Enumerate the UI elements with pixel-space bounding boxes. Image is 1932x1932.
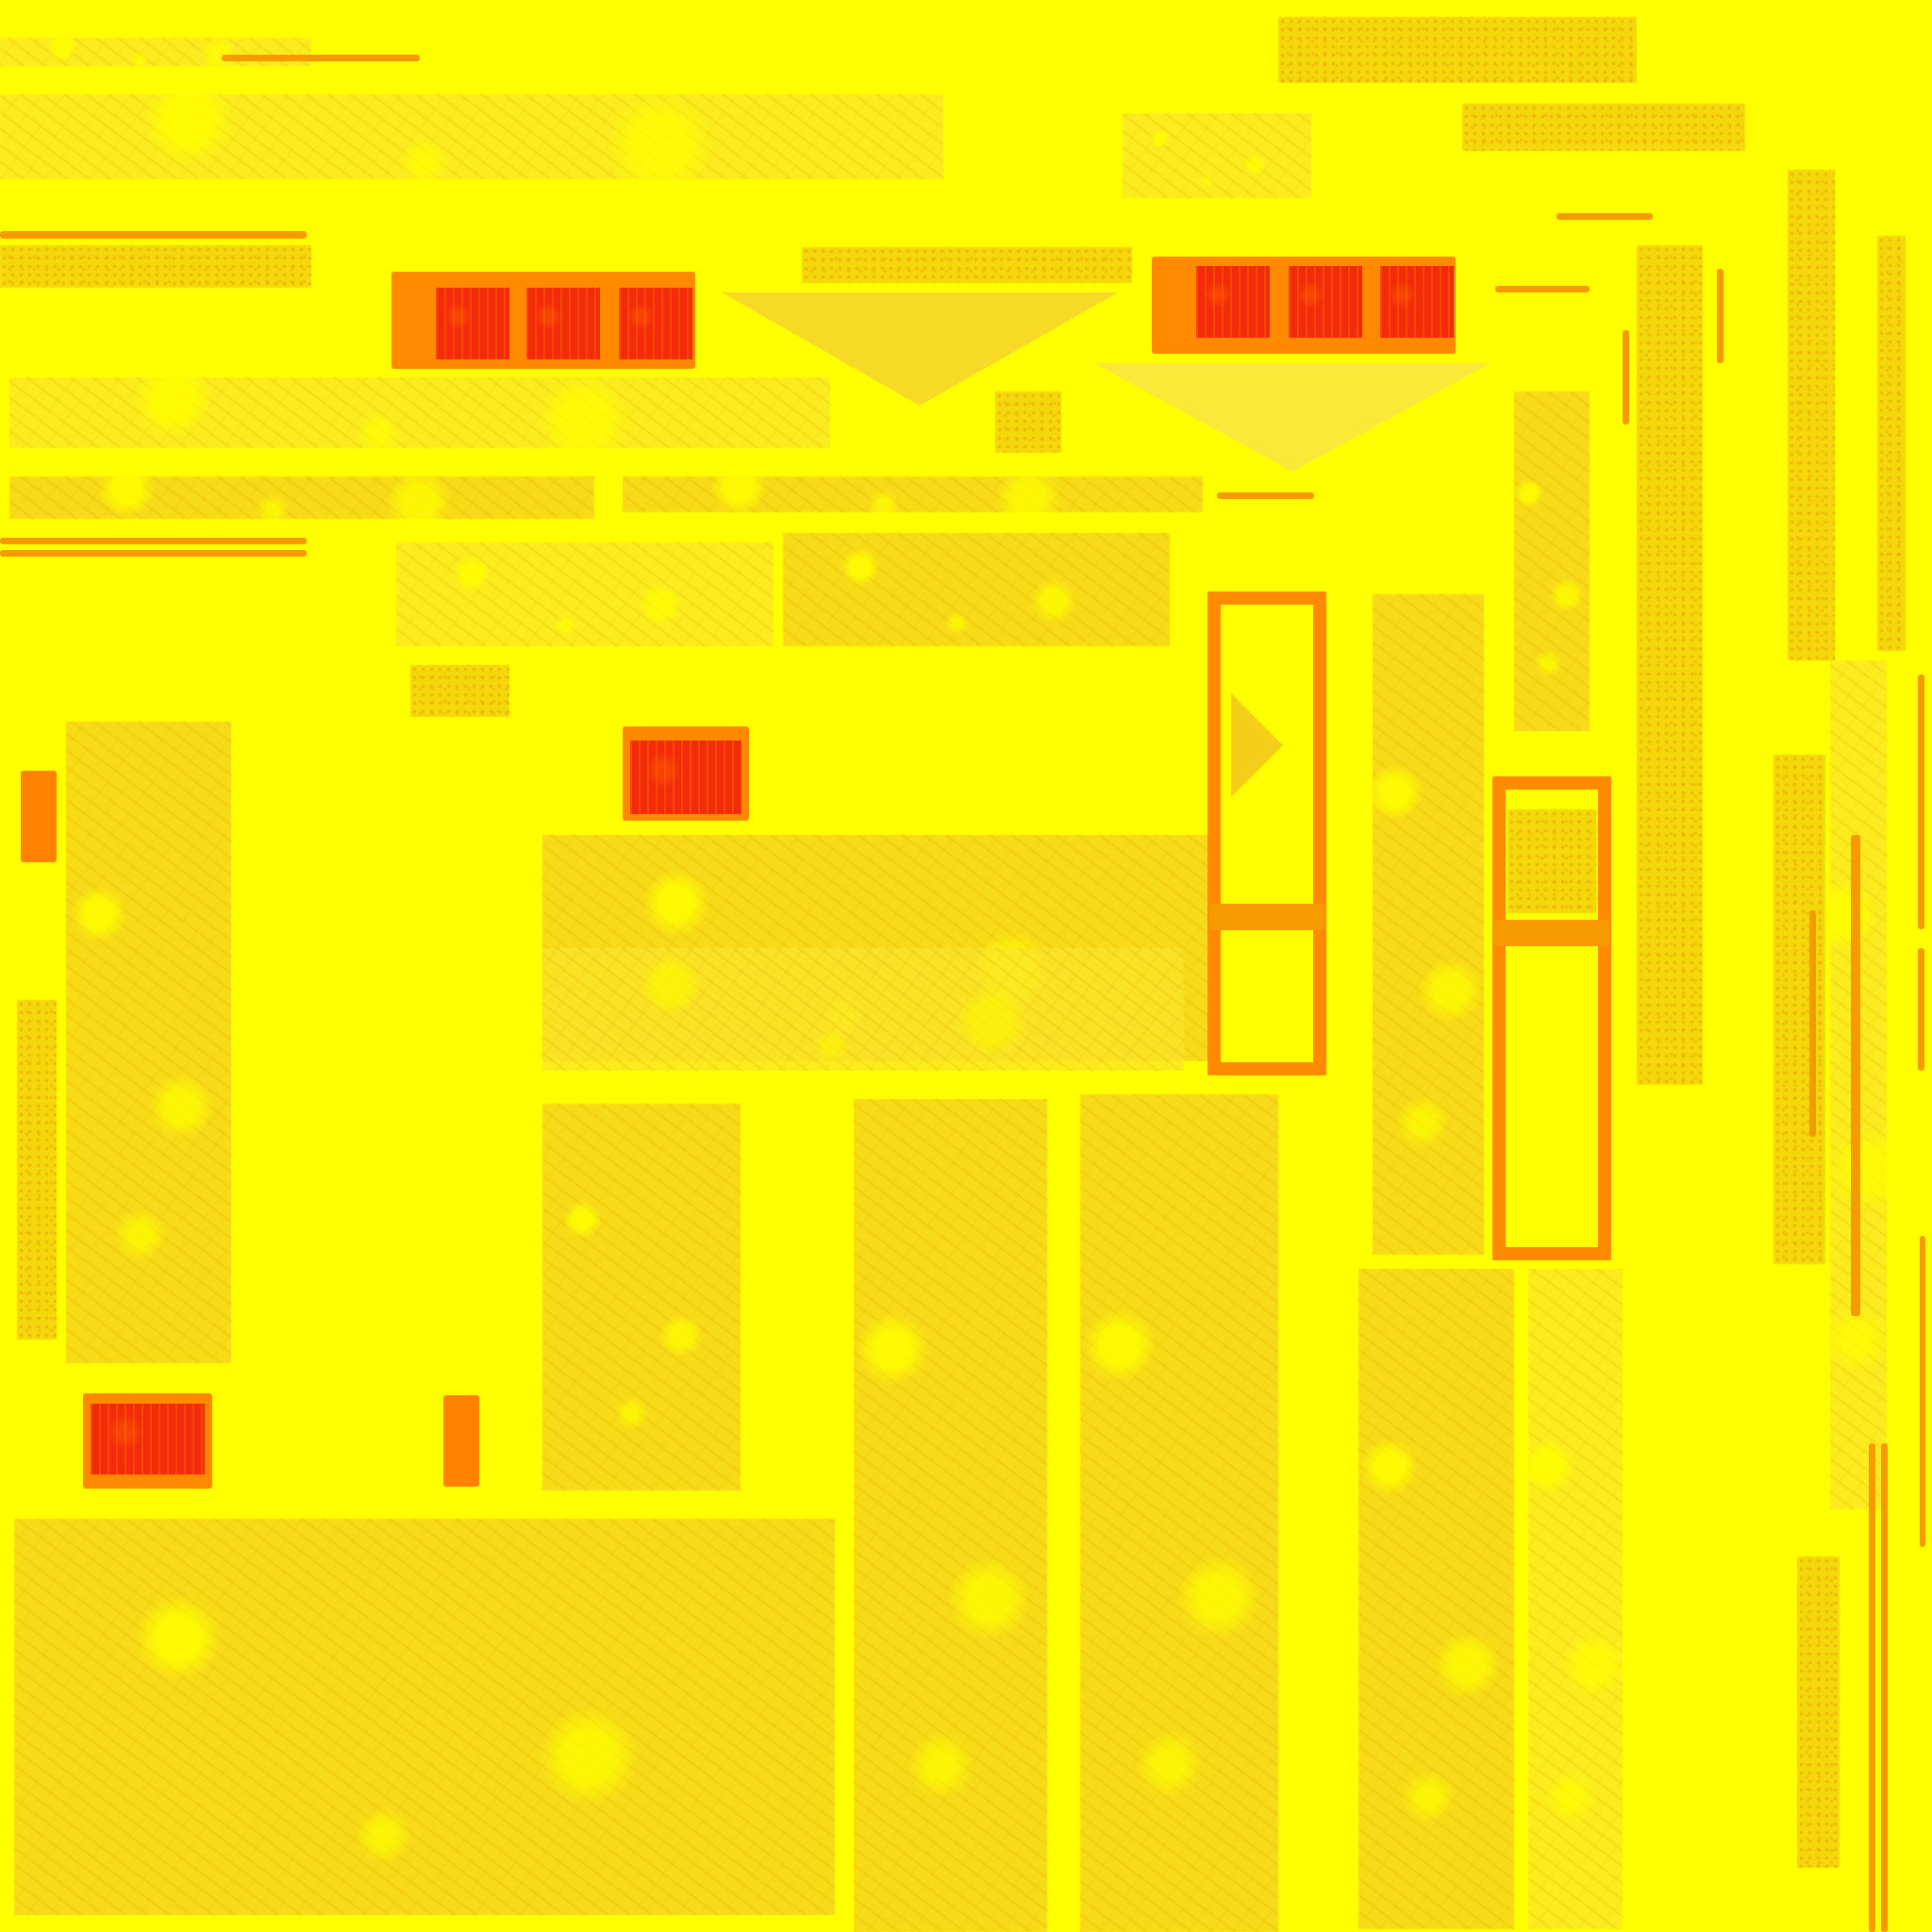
top-lines-band [0, 94, 943, 179]
horizontal-lines-band [9, 377, 830, 448]
center-speckle-band [802, 247, 1132, 283]
mid-center-band [623, 476, 1203, 512]
red-cell [436, 288, 509, 359]
right-top-strip-1 [1557, 213, 1653, 220]
lower-right-speckle [1797, 1557, 1840, 1868]
left-mid-block [542, 1104, 741, 1491]
upper-middle-cracked-block [783, 533, 1170, 646]
frame-speckle-fill [1507, 809, 1596, 913]
red-cell [1380, 266, 1454, 338]
top-center-faint-block [1123, 113, 1311, 198]
orange-tag [443, 1395, 479, 1487]
lower-center-column-1 [854, 1099, 1047, 1932]
lower-right-column [1358, 1269, 1514, 1929]
triangle-emboss-right [1094, 363, 1491, 472]
right-speckle-column-2 [1637, 245, 1703, 1085]
red-cell [91, 1404, 205, 1474]
vertical-strip [1809, 910, 1816, 1137]
bottom-wide-cracked-block [14, 1519, 835, 1915]
upper-middle-left-block [396, 542, 774, 646]
red-cell [1196, 266, 1270, 338]
orange-frame-tall-left [1208, 591, 1326, 1075]
frame-divider [1494, 920, 1609, 946]
left-double-strip-2 [0, 550, 307, 557]
vertical-strip [1918, 948, 1924, 1071]
speckle-small [410, 665, 509, 717]
central-light-band [542, 948, 1184, 1071]
orange-tag [21, 771, 57, 862]
vertical-strip [1920, 1236, 1925, 1547]
vertical-strip [1717, 269, 1724, 363]
vertical-strip [1869, 1443, 1875, 1932]
red-cell [526, 288, 600, 359]
vertical-strip [1881, 1443, 1888, 1932]
right-speckle-column-3 [1877, 236, 1906, 651]
right-column-block [1514, 391, 1590, 731]
frame-divider [1209, 904, 1324, 930]
top-right-speckle-block [1462, 104, 1745, 151]
mid-left-band [9, 476, 594, 519]
vertical-strip [1623, 330, 1629, 425]
center-speckle-square [995, 391, 1061, 453]
red-cell [619, 288, 692, 359]
right-speckle-column-1 [1788, 170, 1835, 660]
vertical-strip [1918, 675, 1924, 929]
top-right-speckle-band [1278, 17, 1637, 83]
top-left-faint-band [0, 38, 311, 66]
right-speckle-column-4 [1774, 755, 1825, 1264]
lower-right-faint [1528, 1269, 1623, 1929]
red-cell [1289, 266, 1362, 338]
frame-triangle-emboss [1231, 693, 1283, 797]
top-left-strip [222, 55, 420, 61]
red-cell [630, 741, 741, 814]
vertical-strip [1851, 835, 1860, 1316]
left-strip-1 [0, 231, 307, 239]
right-top-strip-2 [1495, 286, 1590, 292]
left-tall-cracked-column [66, 722, 231, 1363]
mid-strip [1217, 492, 1314, 499]
orange-frame-tall-right [1492, 776, 1611, 1260]
right-tall-block [1373, 594, 1484, 1255]
left-speckle-band [0, 245, 311, 288]
left-speckle-column [17, 1000, 57, 1340]
left-double-strip-1 [0, 538, 307, 544]
lower-center-column-2 [1080, 1094, 1278, 1932]
